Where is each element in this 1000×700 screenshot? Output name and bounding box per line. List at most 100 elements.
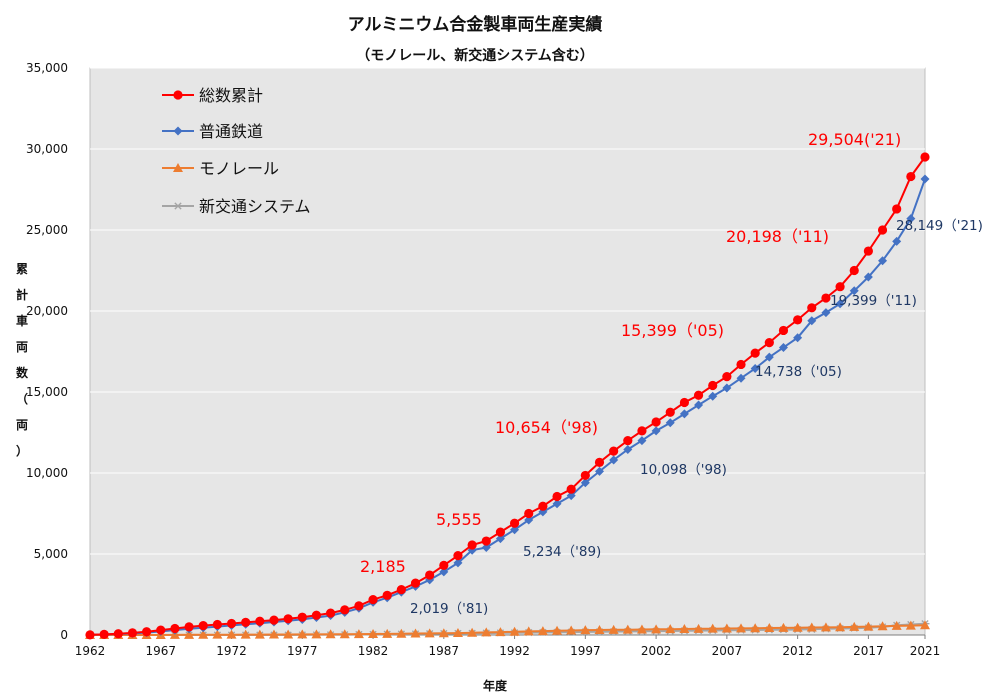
point — [510, 525, 520, 535]
point — [495, 627, 506, 637]
data-label: 28,149（'21) — [896, 218, 983, 234]
data-label: 29,504('21) — [808, 130, 901, 149]
series-3 — [85, 620, 930, 639]
point — [311, 629, 322, 639]
legend-item: 普通鉄道 — [162, 122, 263, 141]
point — [877, 621, 888, 631]
point — [425, 570, 435, 580]
point — [793, 315, 803, 325]
point — [609, 446, 619, 456]
point — [807, 303, 817, 313]
point — [524, 515, 534, 525]
point — [594, 457, 605, 468]
point — [127, 628, 138, 638]
point — [764, 352, 774, 362]
point — [524, 508, 534, 519]
plot-background — [89, 67, 926, 636]
point — [835, 622, 846, 632]
point — [552, 625, 563, 635]
point — [453, 551, 463, 561]
point — [269, 615, 279, 625]
series-1 — [85, 152, 930, 640]
point — [679, 397, 690, 408]
y-axis-label-char: 計 — [16, 287, 28, 302]
point — [368, 629, 379, 639]
point — [481, 627, 492, 637]
point — [297, 629, 308, 639]
point — [580, 478, 590, 488]
point — [85, 630, 95, 640]
point — [340, 605, 350, 615]
point — [113, 629, 123, 639]
data-label: 2,019（'81) — [410, 601, 488, 617]
point — [283, 629, 294, 639]
point — [495, 527, 506, 537]
x-tick-label: 1992 — [499, 644, 530, 658]
point — [580, 625, 591, 635]
point — [920, 152, 930, 162]
legend-item: モノレール — [162, 159, 279, 178]
point — [552, 491, 562, 502]
point — [339, 629, 350, 639]
x-tick-label: 2017 — [853, 644, 884, 658]
x-tick-label: 1977 — [287, 644, 318, 658]
point — [750, 364, 760, 374]
point — [523, 626, 534, 636]
point — [268, 629, 279, 639]
point — [382, 628, 393, 638]
y-tick-label: 10,000 — [26, 466, 68, 480]
data-label: 20,198（'11) — [726, 227, 829, 246]
x-axis-label: 年度 — [483, 678, 508, 693]
point — [241, 617, 251, 627]
y-tick-label: 25,000 — [26, 223, 68, 237]
point — [651, 417, 661, 427]
x-tick-label: 2007 — [712, 644, 743, 658]
y-axis-label-char: 車 — [16, 313, 28, 328]
data-label: 10,654（'98) — [495, 418, 598, 437]
point — [665, 418, 675, 428]
point — [212, 619, 222, 630]
point — [467, 627, 478, 637]
point — [708, 380, 718, 391]
point — [793, 333, 803, 343]
point — [807, 316, 817, 326]
point — [750, 623, 761, 633]
point — [665, 407, 675, 417]
point — [594, 466, 604, 476]
point — [906, 171, 916, 182]
legend-label: 新交通システム — [199, 197, 311, 216]
point — [509, 626, 520, 636]
point — [594, 624, 605, 634]
data-label: 10,098（'98) — [640, 462, 727, 478]
y-tick-label: 30,000 — [26, 142, 68, 156]
point — [438, 628, 449, 638]
point-stroke — [174, 202, 182, 210]
point — [721, 623, 732, 633]
point — [651, 426, 661, 436]
y-axis-label-char: 両 — [16, 418, 28, 432]
point — [920, 174, 930, 184]
point — [750, 348, 760, 358]
point — [184, 629, 195, 639]
y-tick-label: 35,000 — [26, 61, 68, 75]
point — [396, 628, 407, 638]
point — [173, 90, 183, 100]
point — [637, 436, 647, 446]
x-tick-label: 1987 — [429, 644, 460, 658]
legend-item: 新交通システム — [162, 197, 311, 216]
x-tick-label: 2002 — [641, 644, 672, 658]
point — [707, 623, 718, 633]
point — [778, 622, 789, 632]
point — [722, 383, 732, 393]
chart-subtitle: （モノレール、新交通システム含む） — [356, 47, 594, 64]
y-tick-label: 0 — [60, 628, 68, 642]
point — [891, 620, 902, 630]
legend-item: 総数累計 — [162, 86, 263, 105]
point — [623, 436, 633, 446]
y-tick-label: 5,000 — [34, 547, 68, 561]
legend-label: 総数累計 — [199, 86, 263, 105]
point — [424, 628, 435, 638]
y-axis-label-char: ） — [16, 443, 28, 458]
point — [566, 491, 576, 501]
point — [495, 534, 505, 544]
